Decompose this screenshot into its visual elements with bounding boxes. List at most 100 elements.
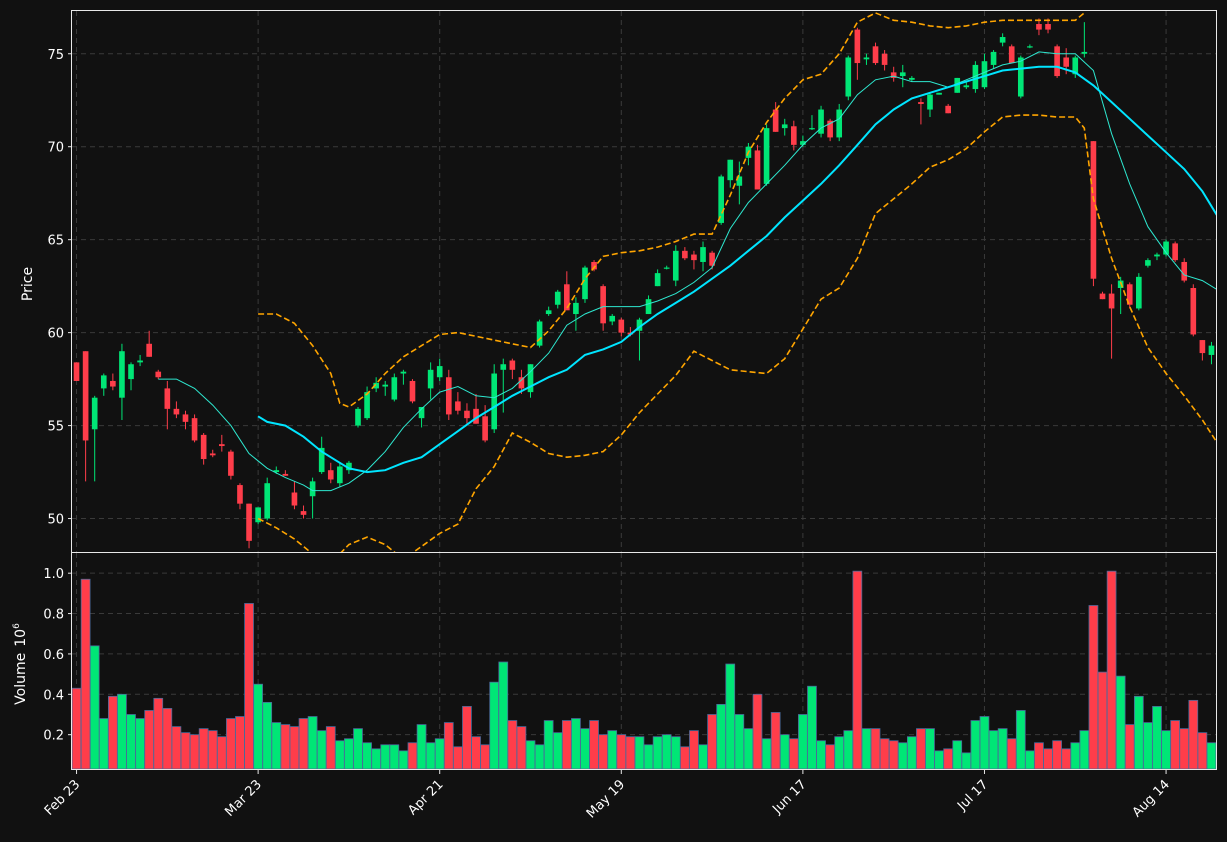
candle-body: [809, 128, 815, 130]
volume-bar: [961, 752, 972, 770]
volume-bar: [271, 722, 282, 770]
price-tick-label: 50: [47, 513, 64, 528]
candle-body: [899, 72, 906, 77]
volume-bar: [788, 738, 799, 770]
candle-body: [218, 444, 225, 447]
volume-bar: [144, 710, 155, 770]
volume-bar: [1079, 730, 1090, 770]
candle-body: [754, 150, 761, 190]
candle-body: [709, 252, 715, 266]
candle-body: [763, 128, 770, 184]
candle-body: [100, 375, 107, 389]
volume-bar: [362, 742, 372, 770]
price-grid: [72, 11, 1216, 552]
candle-body: [781, 124, 788, 129]
volume-bar: [171, 726, 182, 770]
volume-bar: [462, 706, 472, 770]
volume-bar: [98, 718, 109, 770]
candle-body: [981, 61, 988, 88]
volume-bar: [1061, 748, 1072, 770]
volume-bar: [798, 714, 808, 770]
candle-body: [972, 64, 979, 90]
volume-bar: [389, 744, 400, 770]
volume-bar: [108, 695, 118, 770]
candle-body: [718, 176, 724, 223]
candle-body: [573, 302, 579, 315]
volume-bar: [616, 734, 627, 770]
price-y-ticks: 50 55 60 65 70 75: [47, 48, 72, 528]
volume-bar: [1152, 706, 1162, 770]
volume-bar: [1124, 724, 1135, 770]
volume-bar: [843, 730, 854, 770]
candle-body: [427, 369, 434, 389]
candle-body: [73, 362, 80, 381]
candle-body: [318, 447, 325, 473]
candle-body: [491, 373, 498, 430]
candle-body: [146, 343, 152, 357]
volume-bar: [997, 728, 1008, 770]
volume-bar: [207, 730, 218, 770]
volume-bar: [534, 744, 545, 770]
volume-bar: [1206, 742, 1217, 770]
candle-body: [518, 377, 525, 389]
candle-body: [636, 319, 643, 331]
candle-body: [854, 29, 861, 64]
candle-body: [482, 416, 488, 441]
price-tick-label: 60: [47, 327, 64, 342]
volume-bar: [89, 645, 100, 770]
candle-body: [82, 351, 89, 441]
candle-body: [927, 94, 933, 110]
candle-body: [436, 366, 443, 378]
volume-bar: [861, 728, 872, 770]
volume-bar: [153, 697, 164, 770]
candle-body: [536, 321, 543, 346]
volume-bar: [507, 720, 518, 770]
volume-bar: [916, 728, 926, 770]
volume-bar: [380, 744, 391, 770]
candle-body: [663, 267, 670, 269]
volume-bar: [453, 746, 463, 770]
candle-body: [137, 360, 143, 363]
candle-body: [300, 511, 307, 515]
volume-bar: [1188, 699, 1199, 770]
volume-bar: [543, 720, 554, 770]
candle-body: [963, 85, 970, 88]
candle-body: [554, 291, 561, 305]
volume-bar: [416, 724, 427, 770]
volume-bar: [516, 726, 527, 770]
volume-bar: [807, 685, 817, 770]
volume-bar: [689, 730, 699, 770]
volume-bar: [834, 736, 845, 770]
candle-body: [654, 273, 661, 287]
candle-body: [1063, 57, 1070, 67]
candle-body: [1027, 46, 1033, 48]
volume-bar: [1052, 740, 1062, 770]
volume-bar: [480, 744, 490, 770]
candle-body: [110, 380, 116, 387]
volume-bar: [779, 734, 790, 770]
candle-body: [1008, 46, 1015, 64]
candle-body: [128, 364, 134, 380]
candle-body: [1045, 24, 1051, 30]
volume-bar: [552, 732, 563, 770]
volume-axis-label: Volume 106: [12, 623, 29, 705]
short-moving-average-line: [158, 51, 1216, 492]
candle-body: [645, 299, 652, 315]
candle-body: [582, 267, 588, 300]
candle-body: [909, 77, 915, 80]
volume-bar: [634, 736, 645, 770]
volume-bar: [525, 740, 536, 770]
indicator-lines: [158, 12, 1216, 552]
candle-body: [391, 377, 398, 400]
candle-body: [273, 470, 280, 473]
volume-bar: [770, 712, 781, 770]
candle-body: [872, 46, 879, 64]
volume-bar: [934, 750, 944, 770]
candle-body: [1208, 345, 1215, 355]
volume-bar: [162, 708, 173, 770]
volume-bar: [1161, 730, 1171, 770]
candle-body: [1017, 57, 1024, 97]
candle-body: [881, 53, 888, 65]
candle-body: [736, 176, 743, 186]
candle-body: [727, 159, 734, 181]
